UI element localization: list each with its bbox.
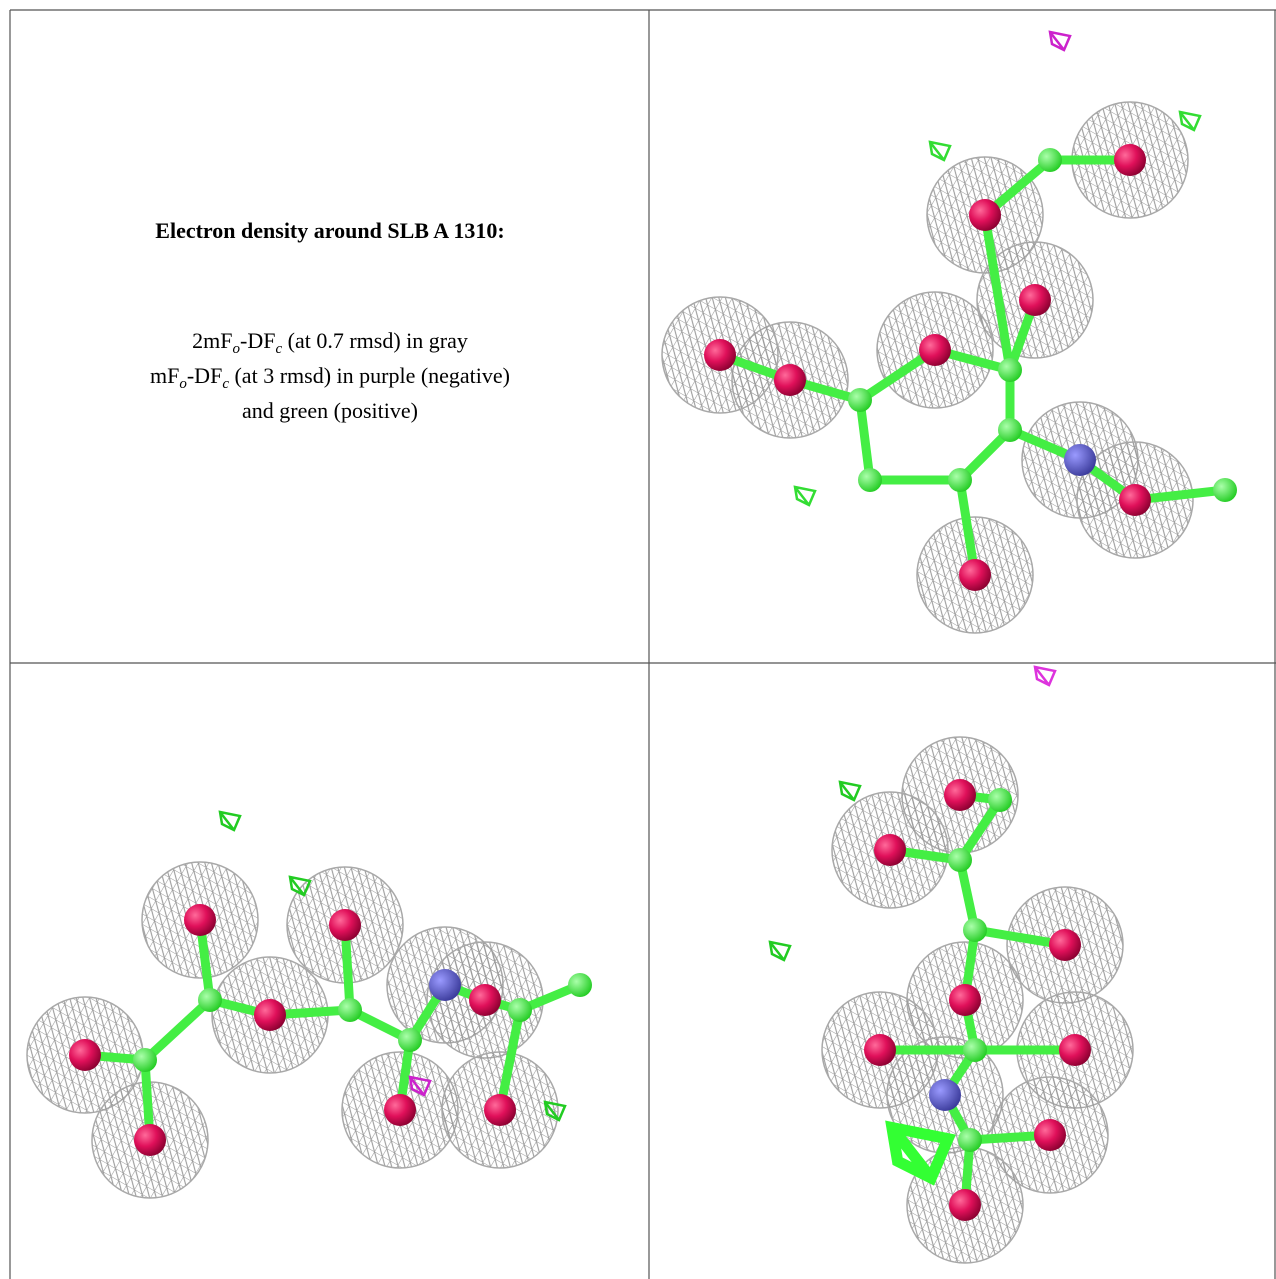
atom: [998, 358, 1022, 382]
atom: [69, 1039, 101, 1071]
atom: [919, 334, 951, 366]
atom: [988, 788, 1012, 812]
caption-line: mFo-DFc (at 3 rmsd) in purple (negative): [150, 363, 510, 392]
atom: [1119, 484, 1151, 516]
atom: [959, 559, 991, 591]
difference-density: [1178, 110, 1202, 132]
atom: [704, 339, 736, 371]
subscript: c: [222, 376, 229, 392]
caption-line: and green (positive): [242, 398, 418, 423]
atom: [1213, 478, 1237, 502]
atom: [864, 1034, 896, 1066]
atom: [958, 1128, 982, 1152]
text-run: 2mF: [192, 328, 232, 353]
text-run: -DF: [240, 328, 275, 353]
difference-density: [1048, 30, 1072, 52]
text-run: (at 3 rmsd) in purple (negative): [229, 363, 510, 388]
bond: [955, 475, 980, 580]
atom: [133, 1048, 157, 1072]
text-run: (at 0.7 rmsd) in gray: [282, 328, 468, 353]
difference-density: [885, 1120, 956, 1186]
molecule-renderings: [26, 30, 1237, 1264]
atom: [384, 1094, 416, 1126]
bond: [495, 1005, 525, 1115]
atom: [1114, 144, 1146, 176]
atom: [254, 999, 286, 1031]
difference-density: [838, 780, 862, 802]
atom: [198, 988, 222, 1012]
difference-density: [928, 140, 952, 162]
atom: [329, 909, 361, 941]
difference-density: [543, 1100, 567, 1122]
difference-density: [288, 875, 312, 897]
atom: [948, 468, 972, 492]
atom: [1049, 929, 1081, 961]
difference-density: [408, 1075, 432, 1097]
atom: [949, 1189, 981, 1221]
atom: [184, 904, 216, 936]
atom: [949, 984, 981, 1016]
caption-line: 2mFo-DFc (at 0.7 rmsd) in gray: [192, 328, 468, 357]
subscript: c: [275, 341, 282, 357]
atom: [874, 834, 906, 866]
atom: [1034, 1119, 1066, 1151]
atom: [134, 1124, 166, 1156]
atom: [1038, 148, 1062, 172]
difference-density: [1033, 665, 1057, 687]
molecule: [661, 101, 1237, 634]
atom: [948, 848, 972, 872]
atom: [963, 1038, 987, 1062]
difference-density: [793, 485, 817, 507]
bond: [955, 795, 1005, 865]
atom: [929, 1079, 961, 1111]
difference-density: [768, 940, 792, 962]
atom: [969, 199, 1001, 231]
frame: [9, 9, 1276, 1279]
atom: [1064, 444, 1096, 476]
atom: [568, 973, 592, 997]
subscript: o: [179, 376, 187, 392]
atom: [338, 998, 362, 1022]
text-run: -DF: [187, 363, 222, 388]
atom: [508, 998, 532, 1022]
molecule: [821, 736, 1134, 1264]
text-run: and green (positive): [242, 398, 418, 423]
atom: [1019, 284, 1051, 316]
atom: [1059, 1034, 1091, 1066]
atom: [398, 1028, 422, 1052]
caption-title: Electron density around SLB A 1310:: [155, 218, 504, 243]
atom: [848, 388, 872, 412]
bond: [980, 210, 1015, 375]
atom: [774, 364, 806, 396]
atom: [963, 918, 987, 942]
atom: [944, 779, 976, 811]
bond: [855, 395, 875, 485]
atom: [429, 969, 461, 1001]
difference-density: [218, 810, 242, 832]
atom: [998, 418, 1022, 442]
text-run: mF: [150, 363, 179, 388]
bond: [140, 995, 215, 1065]
atom: [858, 468, 882, 492]
molecule: [26, 861, 592, 1199]
atom: [469, 984, 501, 1016]
subscript: o: [233, 341, 241, 357]
atom: [484, 1094, 516, 1126]
